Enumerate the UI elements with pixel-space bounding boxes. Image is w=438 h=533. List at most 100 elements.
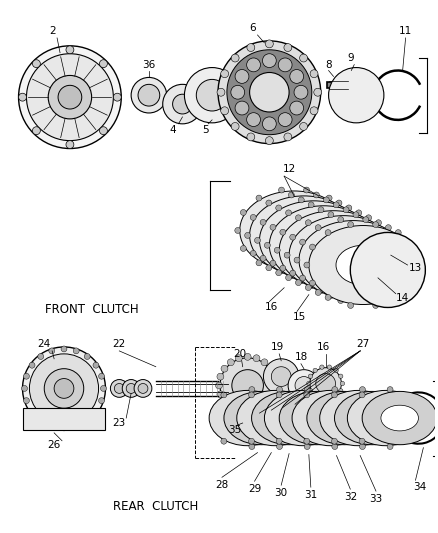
Circle shape [352, 251, 357, 256]
Text: 16: 16 [265, 302, 278, 312]
Circle shape [314, 273, 319, 279]
Circle shape [318, 207, 324, 213]
Circle shape [313, 415, 319, 421]
Circle shape [24, 373, 29, 379]
Circle shape [304, 443, 310, 449]
Circle shape [66, 141, 74, 149]
Circle shape [272, 391, 278, 398]
Circle shape [276, 270, 282, 276]
Circle shape [24, 398, 29, 403]
Circle shape [267, 365, 274, 372]
Circle shape [276, 205, 282, 211]
Circle shape [276, 386, 283, 392]
Circle shape [339, 389, 343, 393]
Circle shape [266, 265, 272, 271]
Ellipse shape [306, 230, 360, 270]
Circle shape [278, 112, 292, 126]
Circle shape [276, 443, 283, 449]
Circle shape [342, 209, 348, 215]
Circle shape [99, 127, 107, 135]
Text: 31: 31 [304, 490, 318, 500]
Ellipse shape [307, 391, 382, 445]
Circle shape [361, 220, 367, 225]
Circle shape [346, 270, 352, 276]
Circle shape [371, 260, 377, 266]
Circle shape [84, 417, 90, 423]
Circle shape [387, 386, 393, 392]
Text: 23: 23 [113, 418, 126, 428]
Circle shape [323, 197, 329, 203]
Ellipse shape [325, 405, 363, 431]
Circle shape [295, 377, 313, 394]
Circle shape [304, 262, 310, 268]
Circle shape [54, 378, 74, 398]
Circle shape [110, 379, 128, 397]
Circle shape [411, 244, 417, 250]
Circle shape [284, 44, 292, 52]
Circle shape [231, 85, 245, 99]
Circle shape [313, 368, 318, 373]
Circle shape [221, 392, 227, 398]
Circle shape [250, 251, 256, 256]
Circle shape [61, 425, 67, 431]
Circle shape [363, 217, 369, 223]
Circle shape [279, 187, 284, 193]
Circle shape [138, 84, 160, 106]
Circle shape [310, 368, 342, 399]
Ellipse shape [224, 391, 299, 445]
Circle shape [38, 353, 44, 359]
Circle shape [253, 409, 260, 416]
Circle shape [49, 423, 55, 429]
Circle shape [48, 76, 92, 119]
Circle shape [326, 195, 332, 201]
Circle shape [401, 275, 407, 281]
Circle shape [26, 54, 113, 141]
Circle shape [217, 373, 224, 380]
Circle shape [424, 415, 429, 421]
Circle shape [307, 381, 311, 386]
Circle shape [302, 434, 308, 440]
Circle shape [377, 243, 383, 248]
Text: REAR  CLUTCH: REAR CLUTCH [113, 500, 198, 513]
Text: 4: 4 [169, 125, 176, 135]
Ellipse shape [292, 390, 369, 446]
Circle shape [348, 222, 353, 228]
Circle shape [300, 54, 307, 62]
Circle shape [290, 270, 296, 276]
Circle shape [314, 192, 319, 198]
Circle shape [274, 247, 280, 253]
Circle shape [359, 438, 365, 444]
Circle shape [29, 354, 99, 423]
Circle shape [300, 123, 307, 131]
Circle shape [346, 205, 352, 211]
Circle shape [58, 85, 82, 109]
Circle shape [250, 72, 289, 112]
Text: 18: 18 [294, 352, 307, 362]
Text: 14: 14 [396, 293, 409, 303]
Circle shape [262, 117, 276, 131]
Circle shape [330, 434, 336, 440]
Circle shape [417, 262, 422, 268]
Circle shape [32, 60, 40, 68]
Circle shape [235, 355, 242, 362]
Circle shape [356, 210, 362, 216]
Ellipse shape [259, 201, 368, 280]
Circle shape [248, 392, 254, 398]
Circle shape [271, 367, 291, 386]
Circle shape [126, 384, 136, 393]
Ellipse shape [265, 390, 342, 446]
Text: 29: 29 [248, 484, 261, 494]
Circle shape [308, 202, 314, 208]
Circle shape [348, 303, 353, 309]
Circle shape [350, 232, 425, 308]
Circle shape [272, 373, 278, 380]
Text: 32: 32 [344, 492, 357, 502]
Circle shape [336, 200, 342, 206]
Text: 30: 30 [275, 488, 288, 498]
Ellipse shape [282, 403, 324, 433]
Circle shape [359, 392, 365, 398]
Circle shape [340, 415, 346, 421]
Circle shape [73, 348, 79, 354]
Text: FRONT  CLUTCH: FRONT CLUTCH [45, 303, 138, 316]
Circle shape [122, 379, 140, 397]
